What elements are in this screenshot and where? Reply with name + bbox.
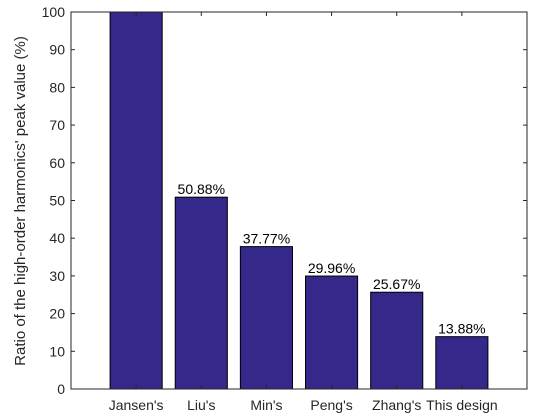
x-tick-labels-group: Jansen's Liu's Min's Peng's Zhang's This desi…: [109, 397, 498, 413]
y-tick-label: 50: [49, 193, 65, 209]
y-tick-label: 60: [49, 155, 65, 171]
bar-data-label: 29.96%: [308, 260, 355, 276]
y-tick-labels-group: 0 10 20 30 40 50 60 70 80 90 100: [42, 4, 66, 397]
x-tick-label: Liu's: [187, 397, 215, 413]
y-tick-label: 10: [49, 343, 65, 359]
y-tick-label: 100: [42, 4, 66, 20]
x-tick-label: Jansen's: [109, 397, 164, 413]
axes-group: [70, 11, 528, 390]
bar-data-label: 25.67%: [373, 276, 420, 292]
y-tick-label: 0: [57, 381, 65, 397]
x-tick-label: Zhang's: [372, 397, 421, 413]
bar: [305, 275, 359, 390]
x-tick-label: Peng's: [310, 397, 352, 413]
plot-area-frame: [70, 11, 528, 390]
bar-data-label: 50.88%: [178, 181, 225, 197]
bar: [174, 196, 228, 390]
bar: [239, 246, 293, 390]
y-tick-label: 80: [49, 79, 65, 95]
bar: [109, 11, 163, 390]
bar-data-label: 13.88%: [438, 321, 485, 337]
y-tick-label: 90: [49, 42, 65, 58]
y-tick-label: 40: [49, 230, 65, 246]
x-tick-label: This design: [426, 397, 498, 413]
bar: [435, 336, 489, 390]
bars-group: [109, 11, 489, 390]
bar: [370, 291, 424, 390]
y-tick-label: 20: [49, 306, 65, 322]
bar-data-label: 37.77%: [243, 231, 290, 247]
x-tick-label: Min's: [250, 397, 282, 413]
data-labels-group: 50.88% 37.77% 29.96% 25.67% 13.88%: [178, 181, 486, 336]
y-tick-label: 70: [49, 117, 65, 133]
y-tick-label: 30: [49, 268, 65, 284]
y-axis-title: Ratio of the high-order harmonics' peak …: [12, 36, 29, 366]
